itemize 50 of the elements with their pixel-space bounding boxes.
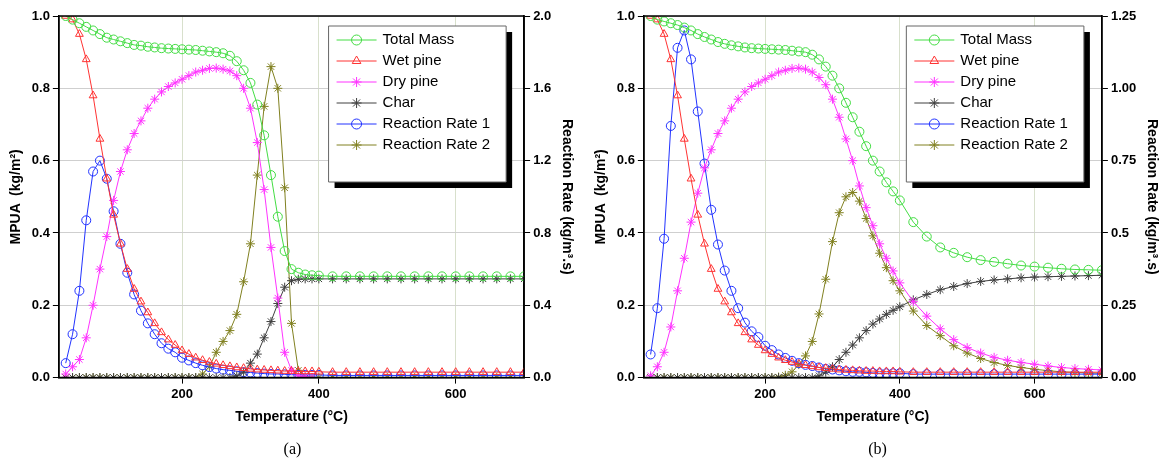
legend-label: Total Mass bbox=[382, 30, 455, 48]
y-tick-label: 0.8 bbox=[616, 79, 635, 95]
x-tick-label: 200 bbox=[754, 385, 776, 401]
legend-label: Wet pine bbox=[382, 51, 442, 69]
x-tick-label: 600 bbox=[444, 385, 467, 401]
y-tick-label: 0.4 bbox=[31, 224, 51, 240]
legend-label: Dry pine bbox=[960, 72, 1017, 90]
legend-label: Reaction Rate 2 bbox=[382, 135, 491, 153]
text: (a) bbox=[282, 440, 303, 458]
y-tick-label: 0.2 bbox=[616, 296, 635, 312]
legend-label: Wet pine bbox=[960, 51, 1020, 69]
x-tick-label: 200 bbox=[171, 385, 193, 401]
y-axis-title: MPUA (kg/m²) bbox=[592, 149, 609, 245]
y2-tick-label: 0.5 bbox=[1110, 224, 1129, 240]
x-axis-title: Temperature (°C) bbox=[235, 408, 348, 425]
y-tick-label: 0.0 bbox=[31, 369, 50, 385]
legend-label: Reaction Rate 1 bbox=[382, 114, 491, 132]
y2-tick-label: 0.0 bbox=[533, 369, 552, 385]
y2-tick-label: 1.2 bbox=[533, 152, 552, 168]
y2-tick-label: 0.8 bbox=[533, 224, 552, 240]
x-tick-label: 400 bbox=[888, 385, 911, 401]
y-tick-label: 0.0 bbox=[616, 369, 635, 385]
y2-tick-label: 0.25 bbox=[1110, 296, 1137, 312]
legend-label: Char bbox=[382, 93, 416, 111]
y-axis-title: MPUA (kg/m²) bbox=[7, 149, 24, 245]
y2-tick-label: 2.0 bbox=[533, 7, 552, 23]
legend-label: Total Mass bbox=[960, 30, 1033, 48]
y-tick-label: 1.0 bbox=[31, 7, 50, 23]
y-tick-label: 1.0 bbox=[616, 7, 635, 23]
x-axis-title: Temperature (°C) bbox=[816, 408, 930, 425]
text: (b) bbox=[867, 440, 888, 458]
y-tick-label: 0.8 bbox=[31, 79, 50, 95]
x-tick-label: 600 bbox=[1023, 385, 1046, 401]
y-tick-label: 0.6 bbox=[31, 152, 50, 168]
y-tick-label: 0.2 bbox=[31, 296, 50, 312]
y2-axis-title: Reaction Rate (kg/m³.s) bbox=[1144, 119, 1161, 275]
legend-label: Char bbox=[960, 93, 993, 111]
y2-tick-label: 1.00 bbox=[1110, 79, 1137, 95]
y2-tick-label: 0.75 bbox=[1110, 152, 1137, 168]
y-tick-label: 0.4 bbox=[616, 224, 636, 240]
y-tick-label: 0.6 bbox=[616, 152, 635, 168]
y2-tick-label: 0.4 bbox=[533, 296, 552, 312]
y2-tick-label: 1.25 bbox=[1110, 7, 1137, 23]
y2-axis-title: Reaction Rate (kg/m³.s) bbox=[559, 119, 576, 275]
legend-label: Reaction Rate 2 bbox=[960, 135, 1068, 153]
y2-tick-label: 1.6 bbox=[533, 79, 552, 95]
legend-label: Dry pine bbox=[382, 72, 439, 90]
x-tick-label: 400 bbox=[308, 385, 330, 401]
y2-tick-label: 0.00 bbox=[1110, 369, 1137, 385]
legend-label: Reaction Rate 1 bbox=[960, 114, 1068, 132]
